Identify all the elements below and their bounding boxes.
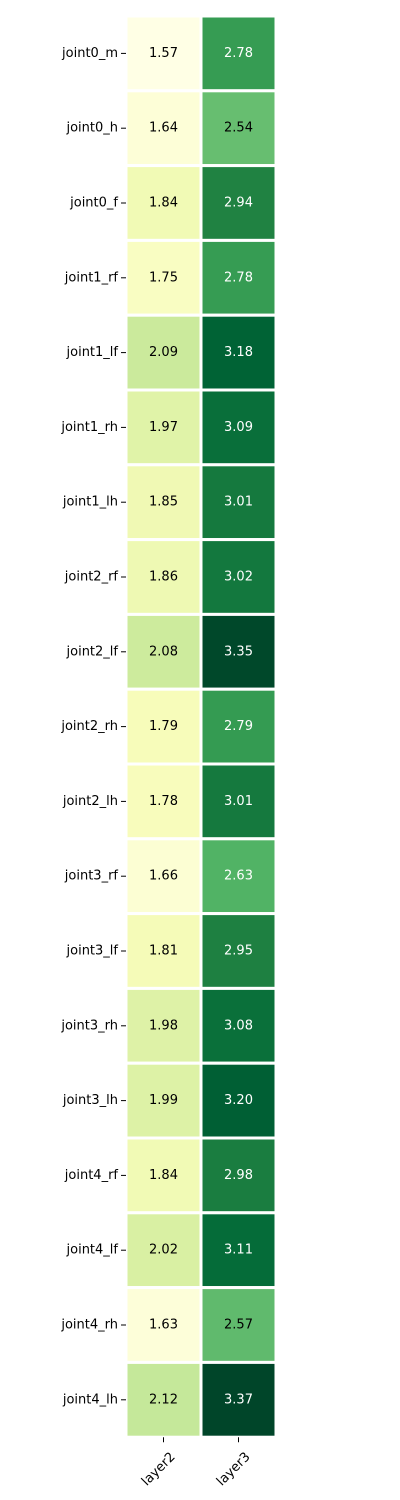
y-tick-label: joint4_lh bbox=[62, 1392, 118, 1407]
heatmap-cell-joint2_lh-layer3 bbox=[199, 762, 278, 841]
cell-value-label: 1.79 bbox=[149, 719, 178, 734]
heatmap-cell-joint2_rh-layer2 bbox=[124, 687, 203, 766]
y-tick-label: joint2_rf bbox=[64, 570, 119, 585]
y-tick-label: joint1_rf bbox=[64, 270, 119, 285]
cell-value-label: 2.09 bbox=[149, 345, 178, 360]
cell-value-label: 1.85 bbox=[149, 495, 178, 510]
x-tick-label: layer3 bbox=[214, 1450, 254, 1490]
cell-value-label: 1.81 bbox=[149, 944, 178, 959]
cell-value-label: 2.98 bbox=[224, 1168, 253, 1183]
cell-value-label: 2.08 bbox=[149, 644, 178, 659]
heatmap-cell-joint3_lh-layer3 bbox=[199, 1061, 278, 1140]
y-tick-label: joint3_rf bbox=[64, 869, 119, 884]
heatmap-cell-joint4_rh-layer3 bbox=[199, 1286, 278, 1364]
heatmap-cell-joint4_lh-layer2 bbox=[124, 1360, 203, 1439]
cell-value-label: 3.01 bbox=[224, 495, 253, 510]
heatmap-cell-joint3_rf-layer3 bbox=[199, 837, 278, 916]
cell-value-label: 3.08 bbox=[224, 1018, 253, 1033]
cell-value-label: 3.01 bbox=[224, 794, 253, 809]
heatmap-cell-joint4_rf-layer2 bbox=[124, 1136, 203, 1215]
cell-value-label: 2.57 bbox=[224, 1318, 253, 1333]
y-tick-label: joint2_lh bbox=[62, 794, 118, 809]
cell-value-label: 3.20 bbox=[224, 1093, 253, 1108]
cell-value-label: 2.78 bbox=[224, 46, 253, 61]
y-tick-label: joint1_rh bbox=[60, 420, 118, 435]
heatmap-cell-joint3_lh-layer2 bbox=[124, 1061, 203, 1140]
y-tick-label: joint3_lh bbox=[62, 1093, 118, 1108]
cell-value-label: 3.18 bbox=[224, 345, 253, 360]
cell-value-label: 1.99 bbox=[149, 1093, 178, 1108]
y-tick-label: joint1_lh bbox=[62, 495, 118, 510]
cell-value-label: 1.86 bbox=[149, 570, 178, 585]
cell-value-label: 3.02 bbox=[224, 570, 253, 585]
y-tick-label: joint4_lf bbox=[66, 1243, 119, 1258]
cell-value-label: 1.57 bbox=[149, 46, 178, 61]
y-tick-label: joint0_h bbox=[65, 121, 118, 136]
cell-value-label: 2.54 bbox=[224, 121, 253, 136]
cell-value-label: 3.09 bbox=[224, 420, 253, 435]
cell-value-label: 3.11 bbox=[224, 1243, 253, 1258]
cell-value-label: 2.94 bbox=[224, 196, 253, 211]
heatmap-cell-joint1_lh-layer3 bbox=[199, 463, 278, 542]
cell-value-label: 1.63 bbox=[149, 1318, 178, 1333]
cell-value-label: 2.78 bbox=[224, 270, 253, 285]
heatmap-cell-joint1_rf-layer3 bbox=[199, 238, 278, 317]
x-tick-label: layer2 bbox=[139, 1450, 179, 1490]
cell-value-label: 1.78 bbox=[149, 794, 178, 809]
heatmap-cell-joint2_lf-layer3 bbox=[199, 612, 278, 691]
y-tick-label: joint4_rh bbox=[60, 1318, 118, 1333]
cell-value-label: 3.37 bbox=[224, 1392, 253, 1407]
cell-value-label: 3.35 bbox=[224, 644, 253, 659]
cell-value-label: 1.84 bbox=[149, 196, 178, 211]
cell-value-label: 2.12 bbox=[149, 1392, 178, 1407]
cell-value-label: 1.75 bbox=[149, 270, 178, 285]
cell-value-label: 1.84 bbox=[149, 1168, 178, 1183]
cell-value-label: 2.02 bbox=[149, 1243, 178, 1258]
heatmap-cell-joint2_rh-layer3 bbox=[199, 687, 278, 766]
y-tick-label: joint0_m bbox=[61, 46, 118, 61]
cell-value-label: 1.64 bbox=[149, 121, 178, 136]
heatmap-cell-joint1_lf-layer3 bbox=[199, 313, 278, 392]
y-tick-label: joint3_rh bbox=[60, 1018, 118, 1033]
heatmap-cell-joint2_rf-layer3 bbox=[199, 538, 278, 616]
x-axis: layer2 layer3 bbox=[139, 1437, 254, 1489]
cell-value-label: 2.95 bbox=[224, 944, 253, 959]
cell-value-label: 1.98 bbox=[149, 1018, 178, 1033]
heatmap-cell-joint0_h-layer3 bbox=[199, 89, 278, 168]
cell-value-label: 1.97 bbox=[149, 420, 178, 435]
cell-value-label: 1.66 bbox=[149, 869, 178, 884]
y-tick-label: joint4_rf bbox=[64, 1168, 119, 1183]
heatmap-cell-joint0_f-layer3 bbox=[199, 164, 278, 242]
y-tick-label: joint2_lf bbox=[66, 644, 119, 659]
y-tick-label: joint1_lf bbox=[66, 345, 119, 360]
cell-value-label: 2.63 bbox=[224, 869, 253, 884]
y-tick-label: joint3_lf bbox=[66, 944, 119, 959]
y-tick-label: joint2_rh bbox=[60, 719, 118, 734]
heatmap-cell-joint3_rf-layer2 bbox=[124, 837, 203, 916]
y-tick-label: joint0_f bbox=[69, 196, 118, 211]
y-axis: joint0_m joint0_h joint0_f joint1_rf joint1_… bbox=[60, 46, 126, 1407]
heatmap-cells: 1.57 2.78 1.64 2.54 1.84 2.94 1.75 2.78 2.09 3.18… bbox=[124, 14, 278, 1439]
cell-value-label: 2.79 bbox=[224, 719, 253, 734]
heatmap-cell-joint1_rh-layer3 bbox=[199, 388, 278, 467]
